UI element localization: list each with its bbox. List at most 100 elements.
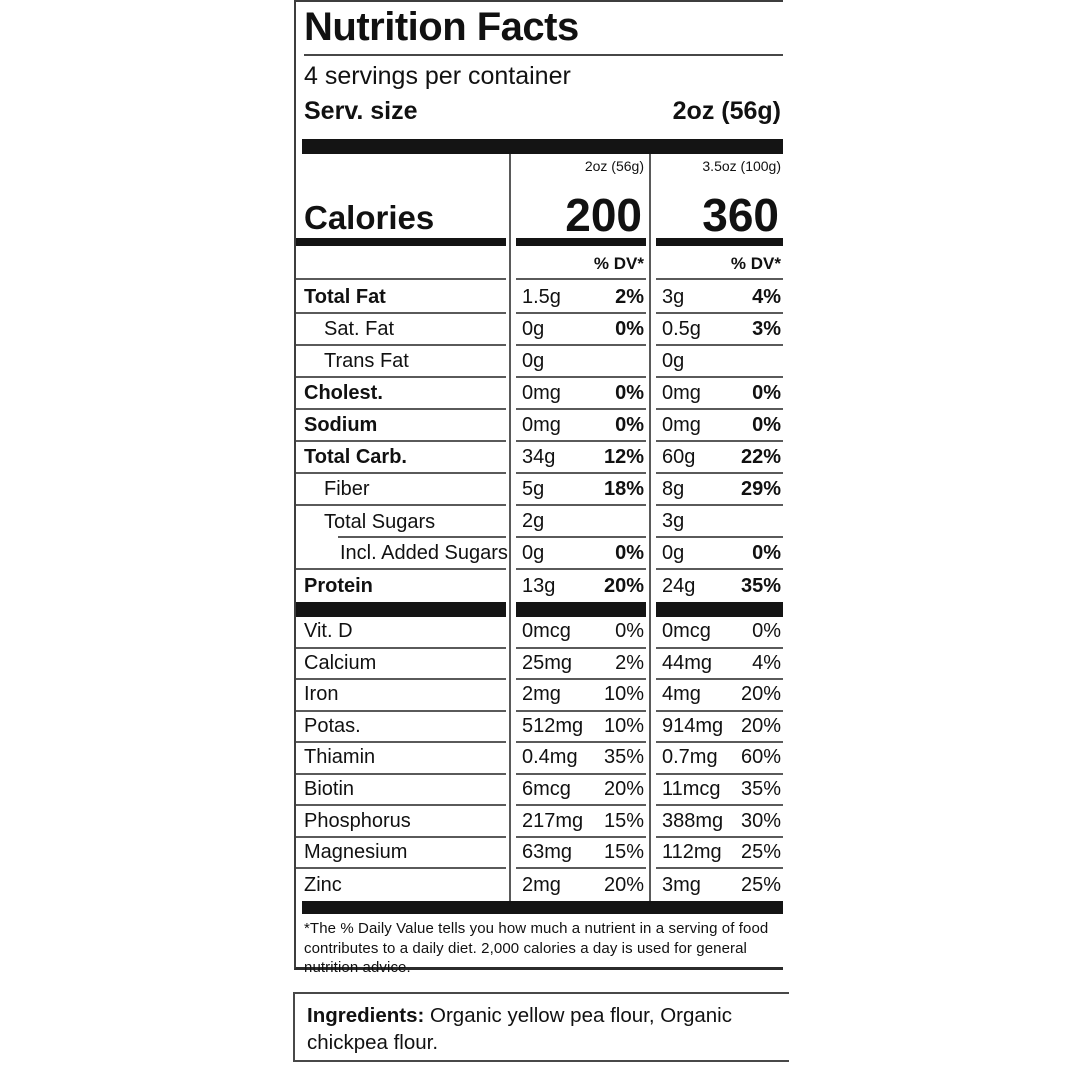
serving-1-values: 2g [516, 506, 646, 538]
nutrient-name: Magnesium [296, 838, 506, 870]
ingredients-label: Ingredients: [307, 1004, 425, 1027]
nutrient-row: Incl. Added Sugars 0g 0% 0g 0% [296, 538, 783, 570]
serving-size-row: Serv. size 2oz (56g) [304, 97, 781, 126]
serving-1-values: 1.5g 2% [516, 282, 646, 314]
amount: 0.7mg [662, 746, 718, 769]
amount: 0.5g [662, 317, 701, 340]
daily-value-percent: 18% [603, 477, 644, 500]
column-divider-2 [649, 154, 651, 902]
bar-segment [656, 238, 783, 246]
serving-1-values: 0.4mg 35% [516, 743, 646, 775]
daily-value-percent: 25% [740, 841, 781, 864]
serving-1-values: 25mg 2% [516, 649, 646, 681]
vitamin-row: Phosphorus 217mg 15% 388mg 30% [296, 806, 783, 838]
vitamin-row: Calcium 25mg 2% 44mg 4% [296, 649, 783, 681]
daily-value-percent: 22% [740, 445, 781, 468]
serving-1-values: 512mg 10% [516, 712, 646, 744]
nutrient-name: Iron [296, 680, 506, 712]
serving-2-values: 3mg 25% [656, 869, 783, 901]
serving-2-values: 11mcg 35% [656, 775, 783, 807]
serving-size-label: Serv. size [304, 97, 418, 125]
daily-value-percent: 10% [603, 714, 644, 737]
serving-1-values: 0g [516, 346, 646, 378]
amount: 0g [662, 349, 685, 372]
nutrient-name: Total Sugars [296, 506, 506, 538]
nutrient-row: Sat. Fat 0g 0% 0.5g 3% [296, 314, 783, 346]
amount: 2mg [522, 683, 561, 706]
label-title: Nutrition Facts [304, 5, 579, 49]
title-rule [304, 54, 783, 56]
servings-per-container: 4 servings per container [304, 62, 571, 90]
daily-value-percent: 15% [603, 841, 644, 864]
serving-2-values: 914mg 20% [656, 712, 783, 744]
calories-label: Calories [304, 199, 435, 236]
nutrient-name: Zinc [304, 873, 342, 896]
daily-value-percent: 20% [603, 778, 644, 800]
daily-value-percent: 20% [603, 574, 644, 597]
serving-1-values: 13g 20% [516, 570, 646, 602]
daily-value-percent: 0% [752, 541, 781, 564]
serving-2-values: 44mg 4% [656, 649, 783, 681]
nutrient-row: Sodium 0mg 0% 0mg 0% [296, 410, 783, 442]
nutrient-name: Cholest. [296, 378, 506, 410]
nutrient-name: Trans Fat [296, 346, 506, 378]
daily-value-percent: 2% [615, 651, 644, 674]
amount: 388mg [662, 809, 724, 832]
serving-size-value: 2oz (56g) [672, 97, 781, 125]
serving-1-values: 2mg 10% [516, 680, 646, 712]
column-divider-1 [509, 154, 511, 902]
amount: 25mg [522, 651, 573, 674]
serving-2-values: 0mg 0% [656, 378, 783, 410]
nutrient-row: Total Carb. 34g 12% 60g 22% [296, 442, 783, 474]
serving-1-values: 0g 0% [516, 314, 646, 346]
daily-value-percent: 20% [603, 873, 644, 896]
ingredients-text: Organic yellow pea flour, Organic chickp… [307, 1004, 732, 1054]
amount: 5g [522, 477, 545, 500]
amount: 0mg [662, 413, 701, 436]
serving-2-values: 24g 35% [656, 570, 783, 602]
serving-2-values: 8g 29% [656, 474, 783, 506]
spacer [296, 158, 506, 178]
nutrient-name: Calcium [296, 649, 506, 681]
daily-value-percent: 0% [615, 381, 644, 404]
vitamin-row: Magnesium 63mg 15% 112mg 25% [296, 838, 783, 870]
serving-2-values: 0.7mg 60% [656, 743, 783, 775]
daily-value-percent: 35% [740, 778, 781, 800]
daily-value-percent: 10% [603, 683, 644, 706]
daily-value-percent: 35% [603, 746, 644, 769]
daily-value-percent: 0% [615, 620, 644, 643]
amount: 914mg [662, 714, 724, 737]
amount: 0mg [522, 381, 561, 404]
serving-1-values: 2mg 20% [516, 869, 646, 901]
amount: 0g [522, 317, 545, 340]
serving-1-values: 217mg 15% [516, 806, 646, 838]
serving-1-values: 0mg 0% [516, 410, 646, 442]
nutrition-facts-label: Nutrition Facts 4 servings per container… [294, 0, 783, 976]
nutrient-name: Fiber [296, 474, 506, 506]
ingredients-box: Ingredients: Organic yellow pea flour, O… [293, 992, 789, 1062]
daily-value-percent: 35% [740, 574, 781, 597]
amount: 0g [662, 541, 685, 564]
daily-value-percent: 20% [740, 714, 781, 737]
daily-value-percent: 15% [603, 809, 644, 832]
nutrient-rows-vitamins: Vit. D 0mcg 0% 0mcg 0% Calcium 25mg 2% 44mg 4% Iro… [296, 617, 783, 901]
vitamin-row: Vit. D 0mcg 0% 0mcg 0% [296, 617, 783, 649]
column-header-serving-1: 2oz (56g) [584, 158, 644, 174]
daily-value-percent: 29% [740, 477, 781, 500]
serving-2-values: 4mg 20% [656, 680, 783, 712]
daily-value-percent: 0% [752, 620, 781, 643]
serving-1-values: 63mg 15% [516, 838, 646, 870]
bar-segment [656, 602, 783, 617]
nutrient-row: Total Fat 1.5g 2% 3g 4% [296, 282, 783, 314]
daily-value-footnote: *The % Daily Value tells you how much a … [304, 920, 769, 976]
nutrient-name: Biotin [296, 775, 506, 807]
serving-2-values: 0g 0% [656, 538, 783, 570]
serving-2-values: 112mg 25% [656, 838, 783, 870]
serving-2-values: 3g [656, 506, 783, 538]
serving-2-values: 60g 22% [656, 442, 783, 474]
amount: 0mg [522, 413, 561, 436]
serving-1-values: 5g 18% [516, 474, 646, 506]
nutrient-name: Sat. Fat [296, 314, 506, 346]
thick-separator-bottom [302, 901, 783, 914]
